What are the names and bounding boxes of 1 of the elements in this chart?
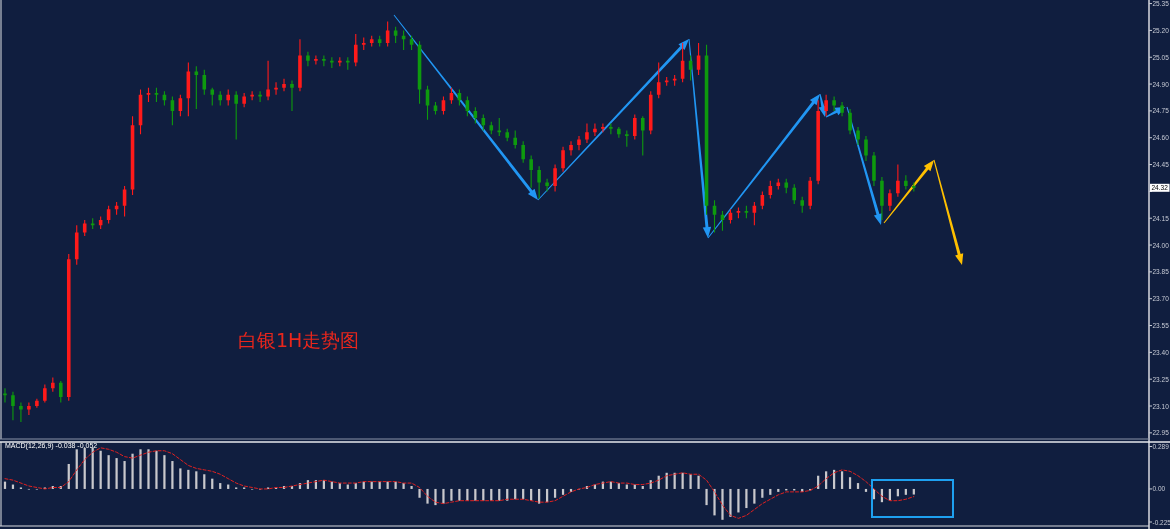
text: 白银1H走势图 [238,329,360,351]
